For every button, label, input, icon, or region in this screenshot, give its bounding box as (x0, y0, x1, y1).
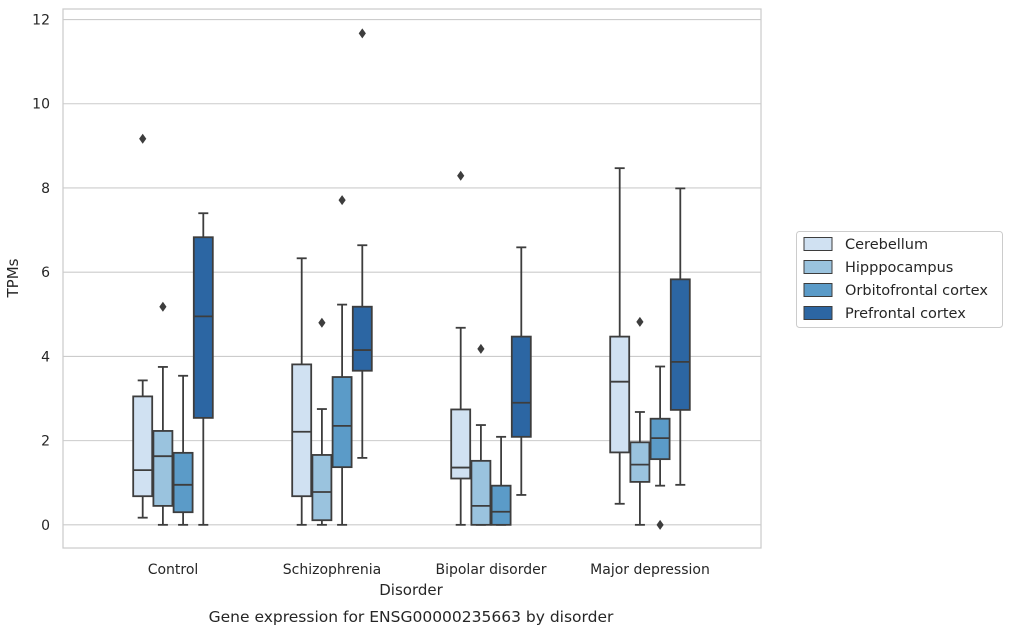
box-3-3 (490, 435, 512, 526)
box-4-3 (510, 246, 532, 496)
box-1-1 (132, 133, 154, 519)
y-tick-label-8: 8 (41, 181, 50, 197)
legend-label: Prefrontal cortex (845, 306, 966, 322)
box-body (470, 459, 492, 526)
outlier-point-1 (636, 316, 644, 327)
y-tick-label-6: 6 (41, 265, 50, 281)
box-3-4 (649, 365, 671, 530)
legend-label: Orbitofrontal cortex (845, 283, 988, 299)
box-body (351, 305, 373, 372)
legend-label: Hipppocampus (845, 260, 953, 276)
y-axis-label: TPMs (4, 258, 22, 298)
boxes (132, 28, 691, 530)
box-1-3 (450, 170, 472, 526)
legend-swatch (803, 306, 833, 320)
y-tick-label-10: 10 (32, 97, 50, 113)
y-axis-ticks: 0 2 4 6 8 10 12 (32, 13, 50, 534)
box-4-1 (192, 212, 214, 526)
outlier-point-1 (318, 317, 326, 328)
box-4-2 (351, 28, 373, 459)
legend-item-2: Hipppocampus (803, 260, 953, 276)
box-2-2 (311, 317, 333, 526)
y-tick-label-12: 12 (32, 13, 50, 29)
legend-item-3: Orbitofrontal cortex (803, 283, 988, 299)
legend-swatch (803, 237, 833, 251)
box-1-2 (291, 257, 313, 526)
legend: Cerebellum Hipppocampus Orbitofrontal cort… (796, 231, 1003, 328)
box-body (609, 335, 631, 454)
plot-area-frame (62, 8, 762, 549)
x-tick-label-3: Bipolar disorder (435, 562, 546, 578)
box-2-4 (629, 316, 651, 526)
box-1-4 (609, 167, 631, 505)
box-4-4 (669, 187, 691, 486)
x-tick-label-1: Control (148, 562, 199, 578)
legend-frame (796, 231, 1003, 328)
legend-swatch (803, 283, 833, 297)
outlier-point-1 (656, 519, 664, 530)
x-axis-ticks: Control Schizophrenia Bipolar disorder Majo… (148, 562, 710, 578)
outlier-point-1 (338, 195, 346, 206)
y-tick-label-4: 4 (41, 349, 50, 365)
box-body (172, 451, 194, 514)
box-body (152, 430, 174, 507)
legend-label: Cerebellum (845, 237, 928, 253)
box-3-1 (172, 374, 194, 526)
legend-swatch (803, 260, 833, 274)
box-body (510, 335, 532, 438)
box-body (629, 441, 651, 483)
box-2-1 (152, 301, 174, 526)
box-body (490, 484, 512, 526)
outlier-point-1 (358, 28, 366, 39)
x-tick-label-4: Major depression (590, 562, 710, 578)
box-body (132, 395, 154, 498)
grid-lines (63, 18, 761, 526)
legend-item-4: Prefrontal cortex (803, 306, 966, 322)
box-body (450, 408, 472, 480)
legend-item-1: Cerebellum (803, 237, 928, 253)
x-tick-label-2: Schizophrenia (283, 562, 381, 578)
outlier-point-1 (457, 170, 465, 181)
box-body (669, 278, 691, 411)
box-3-2 (331, 195, 353, 526)
outlier-point-1 (159, 301, 167, 312)
box-body (331, 376, 353, 469)
box-body (192, 236, 214, 419)
box-body (311, 454, 333, 522)
outlier-point-1 (139, 133, 147, 144)
box-2-3 (470, 343, 492, 526)
chart-title: Gene expression for ENSG00000235663 by d… (209, 608, 614, 626)
y-tick-label-0: 0 (41, 518, 50, 534)
y-tick-label-2: 2 (41, 434, 50, 450)
box-body (291, 363, 313, 498)
x-axis-label: Disorder (379, 581, 443, 599)
outlier-point-1 (477, 343, 485, 354)
